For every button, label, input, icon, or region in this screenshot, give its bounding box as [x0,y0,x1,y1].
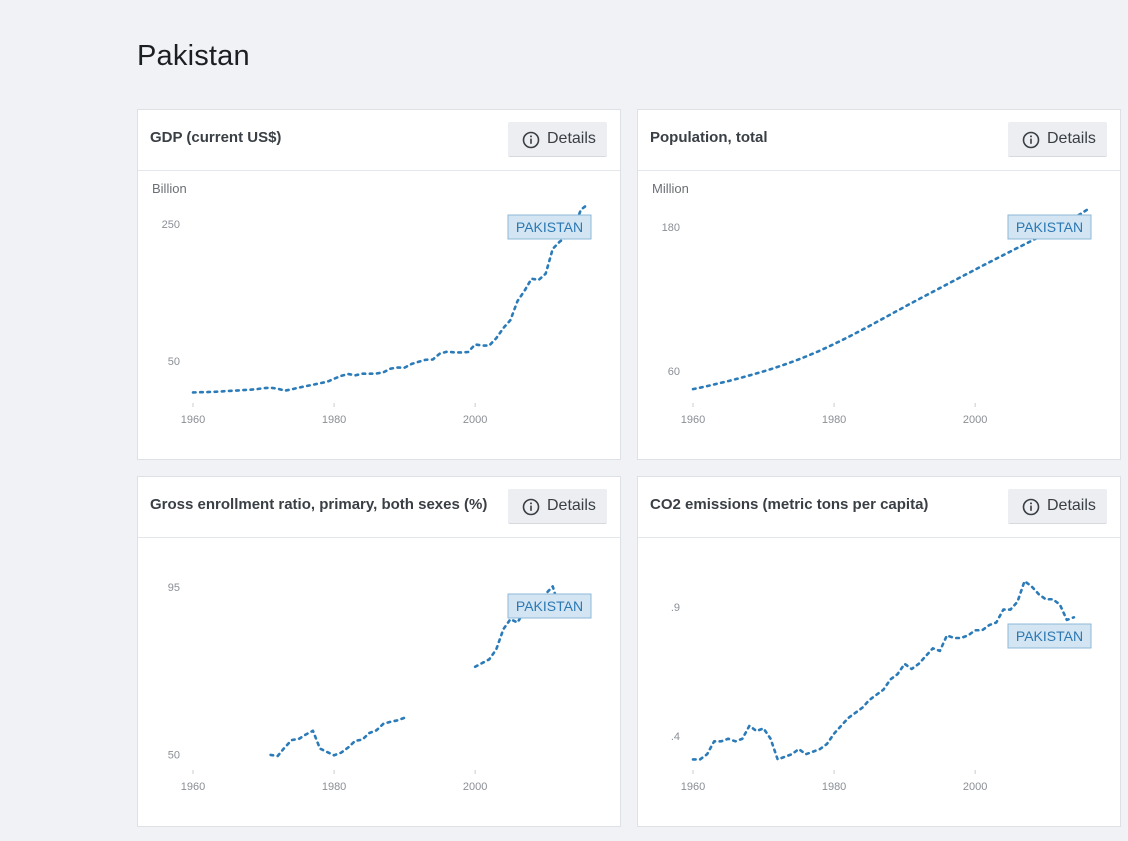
x-tick-label: 1980 [322,781,346,793]
page-title: Pakistan [137,40,250,72]
series-line [691,579,1076,761]
y-tick-label: 50 [168,750,180,762]
x-tick-label: 2000 [963,781,987,793]
gdp-chart: Billion 250 50 1960 1980 2000 PAKISTAN [152,181,592,426]
x-tick-label: 1980 [822,414,846,426]
population-chart: Million 180 60 1960 1980 2000 PAKISTAN [652,181,1092,426]
legend-box [1007,214,1092,240]
x-tick-label: 1960 [181,414,205,426]
legend-label: PAKISTAN [516,219,583,235]
legend-box [507,214,592,240]
info-icon [522,498,540,516]
series-line [191,202,590,394]
details-button[interactable]: Details [508,122,607,157]
unit-label: Billion [152,181,187,196]
y-tick-label: 50 [168,356,180,368]
legend-label: PAKISTAN [1016,219,1083,235]
unit-label: Million [652,181,689,196]
x-tick-label: 1980 [322,414,346,426]
x-tick-label: 1960 [681,781,705,793]
y-tick-label: .4 [671,731,680,743]
series-line [691,207,1090,391]
y-tick-label: .9 [671,602,680,614]
details-label: Details [1047,497,1096,514]
card-header: CO2 emissions (metric tons per capita) D… [638,477,1120,538]
card-title: Population, total [650,129,768,146]
y-tick-label: 95 [168,582,180,594]
y-tick-label: 250 [162,219,180,231]
card-header: Gross enrollment ratio, primary, both se… [138,477,620,538]
legend-box [1007,623,1092,649]
details-button[interactable]: Details [508,489,607,524]
gdp-card: GDP (current US$) Details Billion 250 50 19… [137,109,621,460]
card-title: GDP (current US$) [150,129,282,146]
card-title: Gross enrollment ratio, primary, both se… [150,496,488,513]
y-tick-label: 180 [662,222,680,234]
x-tick-label: 2000 [463,781,487,793]
enrollment-card: Gross enrollment ratio, primary, both se… [137,476,621,827]
x-tick-label: 1960 [681,414,705,426]
info-icon [1022,498,1040,516]
x-tick-label: 1960 [181,781,205,793]
details-label: Details [547,497,596,514]
co2-chart: .9 .4 1960 1980 2000 PAKISTAN [671,579,1092,793]
x-tick-label: 2000 [963,414,987,426]
details-button[interactable]: Details [1008,122,1107,157]
x-tick-label: 2000 [463,414,487,426]
co2-card: CO2 emissions (metric tons per capita) D… [637,476,1121,827]
population-card: Population, total Details Million 180 60 19… [637,109,1121,460]
info-icon [1022,131,1040,149]
legend-label: PAKISTAN [1016,628,1083,644]
details-label: Details [1047,130,1096,147]
details-label: Details [547,130,596,147]
x-tick-label: 1980 [822,781,846,793]
legend-box [507,593,592,619]
card-header: Population, total Details [638,110,1120,171]
details-button[interactable]: Details [1008,489,1107,524]
series-line [269,716,406,758]
card-header: GDP (current US$) Details [138,110,620,171]
enrollment-chart: 95 50 1960 1980 2000 PAKISTAN [168,582,592,793]
card-title: CO2 emissions (metric tons per capita) [650,496,929,513]
y-tick-label: 60 [668,366,680,378]
info-icon [522,131,540,149]
legend-label: PAKISTAN [516,598,583,614]
